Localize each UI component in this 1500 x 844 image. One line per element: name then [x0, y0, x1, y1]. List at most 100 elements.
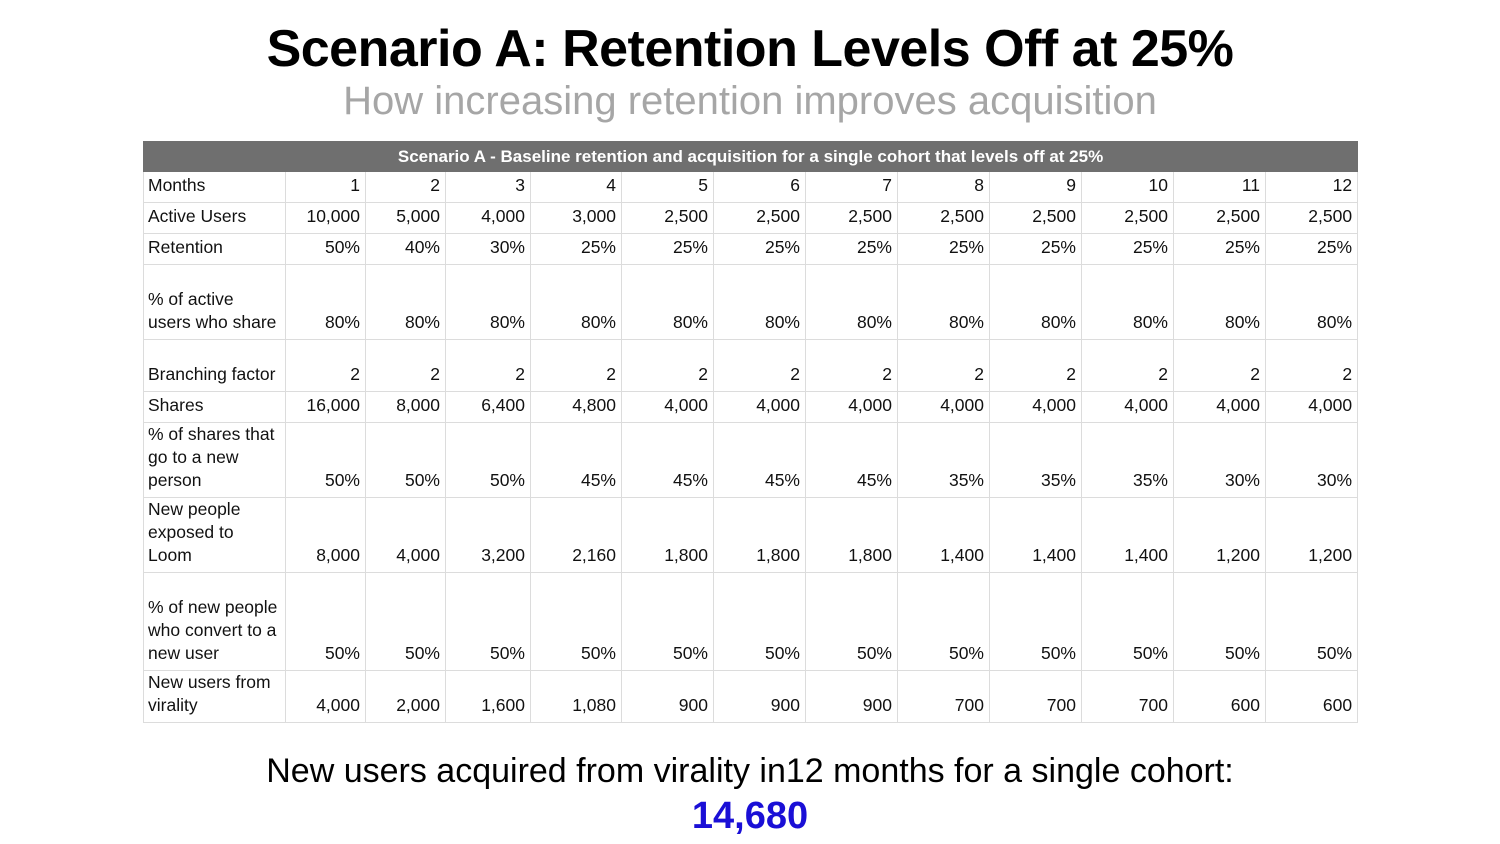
table-cell: 50% — [285, 422, 366, 498]
table-cell: 4,000 — [1264, 391, 1359, 423]
table-cell: 25% — [897, 233, 990, 265]
table-cell: 4,000 — [365, 497, 446, 573]
table-cell: 30% — [445, 233, 531, 265]
table-cell: 2 — [285, 339, 366, 392]
table-cell: 1,800 — [805, 497, 898, 573]
table-cell: 1,800 — [621, 497, 714, 573]
data-table-container: Scenario A - Baseline retention and acqu… — [142, 141, 1359, 723]
table-cell: 4,000 — [1081, 391, 1174, 423]
table-cell: 50% — [1264, 572, 1359, 671]
row-label: New users from virality — [143, 670, 286, 723]
table-cell: 50% — [365, 572, 446, 671]
table-cell: 2 — [365, 171, 446, 203]
table-cell: 2 — [1173, 339, 1266, 392]
table-row: % of new people who convert to a new use… — [143, 572, 1359, 671]
table-caption: Scenario A - Baseline retention and acqu… — [142, 141, 1359, 172]
table-cell: 2 — [530, 339, 622, 392]
table-cell: 2,500 — [989, 202, 1082, 234]
table-cell: 6 — [713, 171, 806, 203]
table-cell: 45% — [621, 422, 714, 498]
table-cell: 45% — [530, 422, 622, 498]
table-cell: 2,500 — [621, 202, 714, 234]
table-cell: 2 — [897, 339, 990, 392]
table-cell: 50% — [285, 233, 366, 265]
table-cell: 1,400 — [989, 497, 1082, 573]
table-cell: 2,160 — [530, 497, 622, 573]
table-cell: 9 — [989, 171, 1082, 203]
table-cell: 50% — [621, 572, 714, 671]
table-row: Active Users 10,000 5,000 4,000 3,000 2,500 2,… — [143, 202, 1359, 234]
table-cell: 600 — [1264, 670, 1359, 723]
table-cell: 50% — [530, 572, 622, 671]
row-label: New people exposed to Loom — [143, 497, 286, 573]
table-cell: 2 — [365, 339, 446, 392]
table-cell: 4,000 — [445, 202, 531, 234]
table-cell: 900 — [621, 670, 714, 723]
table-cell: 35% — [989, 422, 1082, 498]
table-row: New people exposed to Loom 8,000 4,000 3,20… — [143, 497, 1359, 573]
row-label: Retention — [143, 233, 286, 265]
table-cell: 2 — [1081, 339, 1174, 392]
table-cell: 80% — [713, 264, 806, 340]
table-cell: 10,000 — [285, 202, 366, 234]
table-cell: 5,000 — [365, 202, 446, 234]
table-cell: 50% — [805, 572, 898, 671]
row-label: % of new people who convert to a new use… — [143, 572, 286, 671]
table-row: Retention 50% 40% 30% 25% 25% 25% 25% 25% 25% 25% 2… — [143, 233, 1359, 265]
table-cell: 80% — [530, 264, 622, 340]
table-cell: 25% — [805, 233, 898, 265]
table-cell: 50% — [285, 572, 366, 671]
table-cell: 30% — [1173, 422, 1266, 498]
table-cell: 50% — [365, 422, 446, 498]
table-cell: 25% — [989, 233, 1082, 265]
table-cell: 8 — [897, 171, 990, 203]
table-cell: 10 — [1081, 171, 1174, 203]
table-row: % of shares that go to a new person 50% 50… — [143, 422, 1359, 498]
table-cell: 2 — [445, 339, 531, 392]
table-cell: 80% — [1264, 264, 1359, 340]
table-cell: 3,000 — [530, 202, 622, 234]
table-cell: 80% — [365, 264, 446, 340]
row-label: % of active users who share — [143, 264, 286, 340]
table-cell: 4,000 — [285, 670, 366, 723]
table-cell: 2 — [621, 339, 714, 392]
table-cell: 2 — [805, 339, 898, 392]
table-cell: 1,400 — [1081, 497, 1174, 573]
table-cell: 12 — [1264, 171, 1359, 203]
row-label: Active Users — [143, 202, 286, 234]
table-cell: 700 — [1081, 670, 1174, 723]
table-cell: 3 — [445, 171, 531, 203]
table-cell: 25% — [713, 233, 806, 265]
row-label: % of shares that go to a new person — [143, 422, 286, 498]
table-cell: 700 — [897, 670, 990, 723]
table-cell: 11 — [1173, 171, 1266, 203]
footer-text: New users acquired from virality in12 mo… — [266, 752, 1234, 790]
table-cell: 2 — [989, 339, 1082, 392]
table-cell: 2,500 — [1081, 202, 1174, 234]
slide-subtitle: How increasing retention improves acquis… — [343, 79, 1157, 123]
table-cell: 4,000 — [989, 391, 1082, 423]
table-cell: 80% — [285, 264, 366, 340]
table-cell: 7 — [805, 171, 898, 203]
table-row: Shares 16,000 8,000 6,400 4,800 4,000 4,000 4,0… — [143, 391, 1359, 423]
table-cell: 2,500 — [1173, 202, 1266, 234]
table-cell: 50% — [1081, 572, 1174, 671]
table-cell: 4,000 — [805, 391, 898, 423]
row-label: Shares — [143, 391, 286, 423]
table-cell: 30% — [1264, 422, 1359, 498]
table-cell: 900 — [713, 670, 806, 723]
table-cell: 4,800 — [530, 391, 622, 423]
table-cell: 80% — [805, 264, 898, 340]
table-cell: 1 — [285, 171, 366, 203]
table-cell: 2 — [1264, 339, 1359, 392]
table-cell: 1,200 — [1264, 497, 1359, 573]
table-cell: 600 — [1173, 670, 1266, 723]
table-cell: 1,400 — [897, 497, 990, 573]
table-cell: 2 — [713, 339, 806, 392]
retention-table: Scenario A - Baseline retention and acqu… — [142, 141, 1359, 723]
table-cell: 45% — [713, 422, 806, 498]
table-cell: 25% — [530, 233, 622, 265]
table-cell: 80% — [897, 264, 990, 340]
slide-title: Scenario A: Retention Levels Off at 25% — [266, 20, 1234, 78]
table-cell: 3,200 — [445, 497, 531, 573]
